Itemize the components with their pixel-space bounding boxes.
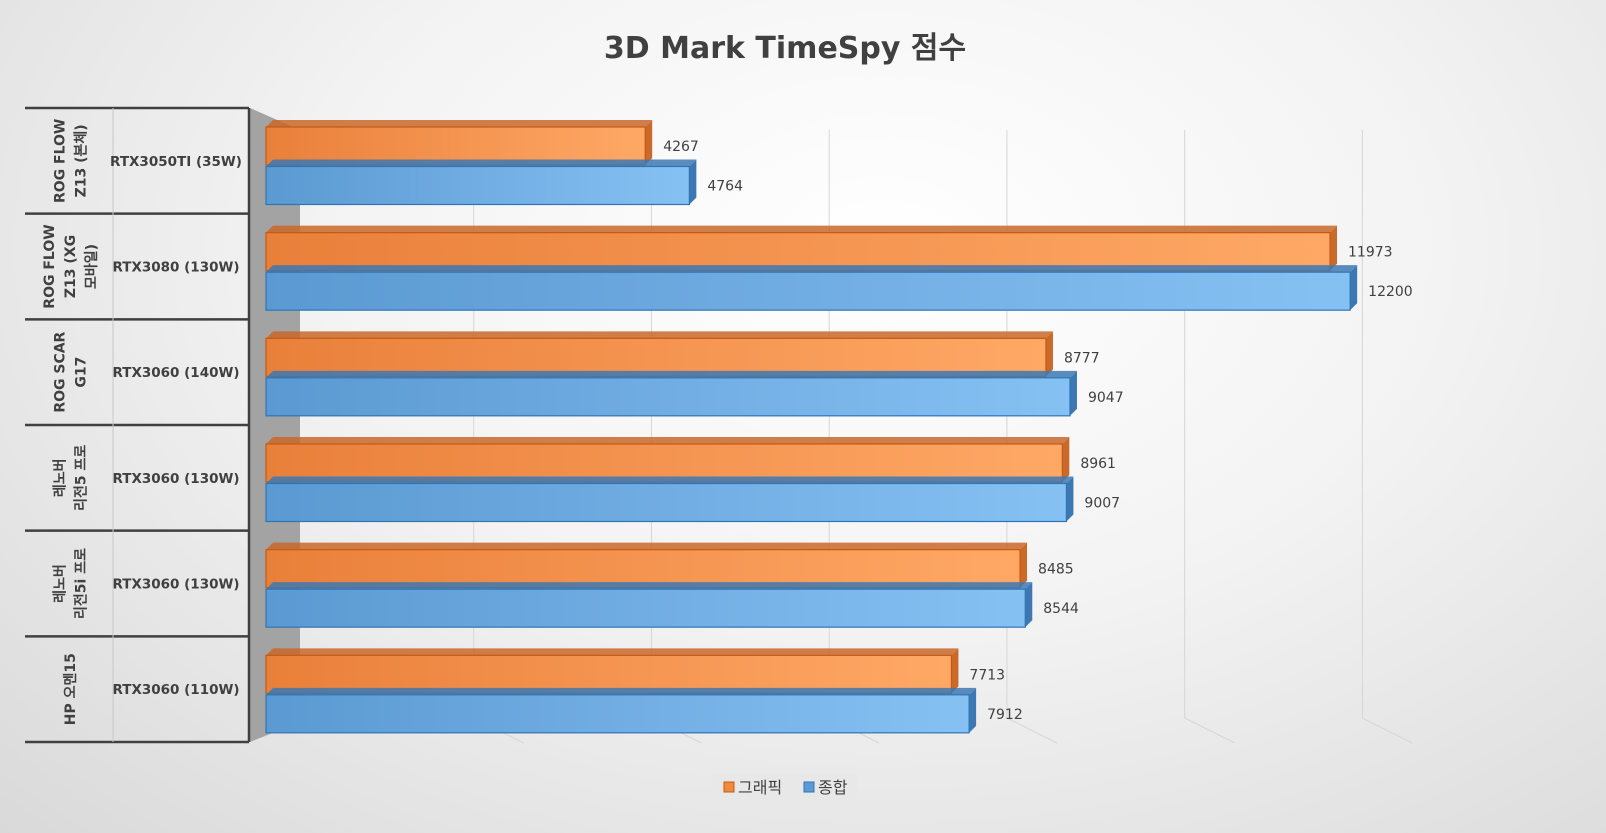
bar [265,476,1074,523]
group-label-line: ROG FLOW [53,119,69,203]
group-label-line: HP 오멘15 [63,653,79,725]
bar-top [266,225,1337,233]
bar-face [265,588,1026,628]
legend: 그래픽 종합 [712,773,857,801]
category-label: RTX3060 (110W) [112,682,239,698]
group-label-line: 레노버 [52,459,69,498]
bars-layer: 4267 11973 8777 8961 8485 7713 4764 12200 9047 90… [265,120,1413,734]
legend-swatch [723,781,735,793]
bar-side [1020,542,1028,588]
bar-top [266,542,1028,550]
group-label: 레노버 리전5 프로 [52,445,90,511]
group-label-line: 레노버 [52,564,69,603]
gridline [1362,717,1413,744]
group-label: ROG FLOW Z13 (XG 모바일) [42,224,100,308]
value-label: 8544 [1043,601,1079,617]
category-label: RTX3080 (130W) [112,260,239,276]
bar-face [265,654,953,694]
bar [265,687,977,734]
bar [265,225,1337,272]
legend-box [712,773,857,801]
bar-side [1045,331,1053,377]
group-label-line: ROG SCAR [53,331,69,412]
value-label: 9047 [1088,390,1124,406]
bar-top [266,331,1053,339]
bar-side [951,648,959,694]
value-label: 11973 [1348,245,1393,261]
bar-top [266,120,653,127]
bar-top [266,476,1074,484]
bar-side [1350,265,1358,311]
category-axis: RTX3050TI (35W) ROG FLOW Z13 (본체) RTX3080 (… [25,106,251,744]
bar-face [265,694,970,734]
bar-side [1066,476,1074,522]
bar [265,331,1053,377]
gridline [1184,717,1235,744]
bar-side [1025,582,1033,628]
bar [265,648,959,694]
group-label-line: 리전5i 프로 [73,548,90,619]
group-label: ROG FLOW Z13 (본체) [53,119,90,203]
value-label: 12200 [1368,284,1413,300]
gridline [1006,717,1058,744]
group-label: HP 오멘15 [63,653,79,725]
value-label: 8777 [1064,350,1100,366]
bar-top [266,265,1358,273]
bar-face [265,549,1021,589]
bar-side [1330,225,1337,271]
value-label: 9007 [1084,496,1120,512]
bar-side [645,120,653,165]
bar [265,370,1077,417]
chart-title: 3D Mark TimeSpy 점수 [604,31,966,66]
bar [265,120,653,166]
bar-side [969,687,977,733]
bar [265,542,1028,589]
value-label: 7713 [969,667,1005,683]
bar-face [265,337,1047,377]
bar-face [265,377,1071,417]
bar-top [266,582,1033,590]
value-label: 4764 [707,179,743,195]
bar-face [265,232,1331,272]
bar-face [265,271,1351,311]
bar-face [265,126,646,166]
bar-top [266,370,1077,378]
legend-label: 종합 [818,778,848,797]
group-label-line: ROG FLOW [42,224,58,308]
bar-top [266,648,959,656]
bar [265,265,1358,311]
category-label: RTX3060 (140W) [112,365,239,381]
value-label: 4267 [663,139,699,155]
group-label-line: Z13 (XG [63,235,79,298]
group-label-line: 리전5 프로 [73,445,90,511]
value-label: 8961 [1080,456,1116,472]
bar [265,582,1033,628]
bar-top [266,159,697,167]
bar [265,437,1070,483]
value-label: 7912 [987,707,1023,723]
group-label: 레노버 리전5i 프로 [52,548,90,619]
group-label-line: 모바일) [84,244,100,289]
bar-face [265,482,1068,523]
bar-side [1069,370,1077,416]
group-label-line: G17 [74,357,90,388]
legend-label: 그래픽 [738,778,782,797]
legend-swatch [803,781,815,793]
group-label: ROG SCAR G17 [53,331,90,412]
value-label: 8485 [1038,562,1074,578]
bar-side [1062,437,1070,482]
bar-face [265,165,690,206]
group-label-line: Z13 (본체) [74,124,90,197]
bar [265,159,697,206]
bar-side [689,159,697,205]
bar-top [266,437,1070,444]
category-label: RTX3050TI (35W) [110,154,242,170]
category-label: RTX3060 (130W) [112,471,239,487]
bar-top [266,687,977,695]
category-label: RTX3060 (130W) [112,577,239,593]
bar-face [265,443,1063,483]
